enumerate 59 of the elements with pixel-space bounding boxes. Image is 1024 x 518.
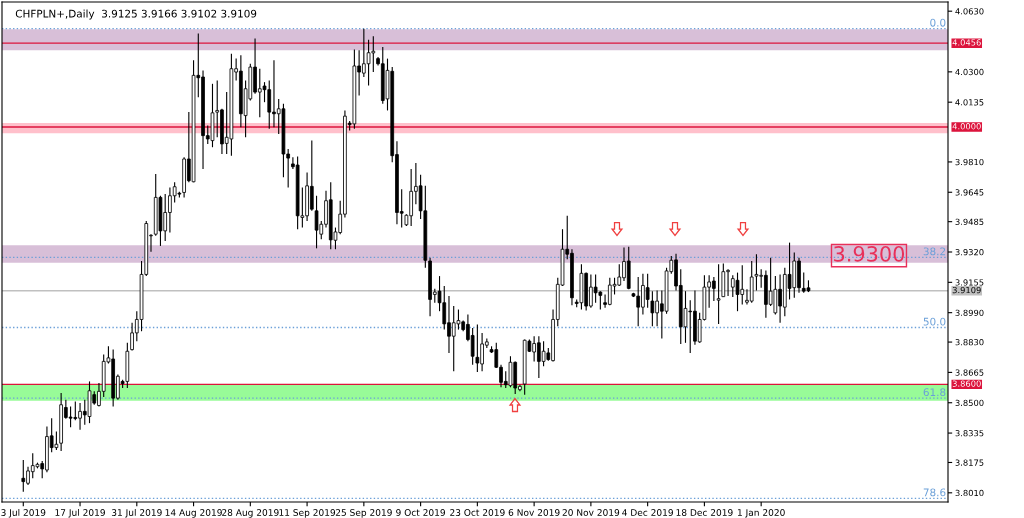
x-tick-label: 25 Sep 2019: [335, 509, 392, 518]
y-tick-label: 3.8335: [955, 430, 984, 437]
x-tick-label: 14 Aug 2019: [165, 509, 222, 518]
candlestick: [598, 290, 603, 311]
y-tick-label: 3.9645: [955, 189, 984, 196]
x-tick-label: 11 Sep 2019: [279, 509, 336, 518]
y-tick-label: 3.9810: [955, 158, 984, 166]
candlestick: [735, 272, 740, 312]
candlestick: [68, 405, 73, 428]
candlestick: [650, 290, 655, 327]
ref-line-label: 4.0000: [952, 123, 981, 130]
x-tick-label: 17 Jul 2019: [55, 508, 105, 518]
ref-line-label: 3.9109: [952, 286, 981, 294]
candlestick: [314, 195, 319, 249]
annotation: 3.9300: [834, 245, 905, 262]
candlestick: [21, 459, 26, 493]
y-tick-label: 4.0630: [955, 8, 984, 15]
candlestick: [470, 327, 475, 366]
y-tick-label: 4.0300: [955, 68, 984, 76]
candlestick: [73, 400, 78, 421]
y-tick-label: 3.9320: [955, 248, 984, 256]
candlestick: [541, 340, 546, 367]
ref-line-label: 3.8600: [952, 380, 981, 387]
y-tick-label: 3.9155: [955, 279, 984, 286]
x-tick-label: 28 Aug 2019: [222, 509, 279, 518]
x-tick-label: 20 Nov 2019: [562, 509, 620, 516]
candlestick: [716, 263, 721, 325]
y-tick-label: 3.8010: [955, 489, 984, 497]
annotation: 78.6: [923, 488, 946, 497]
y-tick-label: 3.8175: [955, 459, 984, 466]
candlestick: [309, 140, 314, 212]
x-tick-label: 1 Jan 2020: [737, 509, 785, 518]
x-tick-label: 6 Nov 2019: [508, 509, 560, 516]
x-tick-label: 18 Dec 2019: [676, 509, 733, 516]
candlestick: [593, 273, 598, 304]
ref-line-label: 4.0456: [952, 39, 981, 46]
y-tick-label: 3.8500: [955, 399, 984, 407]
text: CHFPLN+,Daily 3.9125 3.9166 3.9102 3.9109: [15, 9, 257, 20]
x-tick-label: 9 Oct 2019: [396, 509, 445, 516]
annotation: 38.2: [923, 247, 946, 256]
annotation: 61.8: [923, 388, 946, 397]
candlestick: [475, 323, 480, 373]
x-tick-label: 23 Oct 2019: [450, 509, 505, 516]
x-tick-label: 4 Dec 2019: [622, 509, 673, 516]
y-tick-label: 3.8990: [955, 309, 984, 316]
candlestick: [508, 355, 513, 388]
candlestick: [366, 39, 371, 87]
x-tick-label: 3 Jul 2019: [1, 508, 46, 518]
y-tick-label: 4.0135: [955, 99, 984, 106]
y-tick-label: 3.8665: [955, 369, 984, 376]
annotation: 0.0: [930, 18, 946, 27]
candlestick: [645, 273, 650, 309]
candlestick: [371, 35, 376, 73]
y-tick-label: 3.8830: [955, 339, 984, 346]
annotation: 50.0: [923, 317, 946, 326]
y-tick-label: 3.9485: [955, 218, 984, 225]
x-tick-label: 31 Jul 2019: [111, 508, 162, 518]
candlestick: [773, 275, 778, 316]
candlestick: [54, 431, 59, 451]
